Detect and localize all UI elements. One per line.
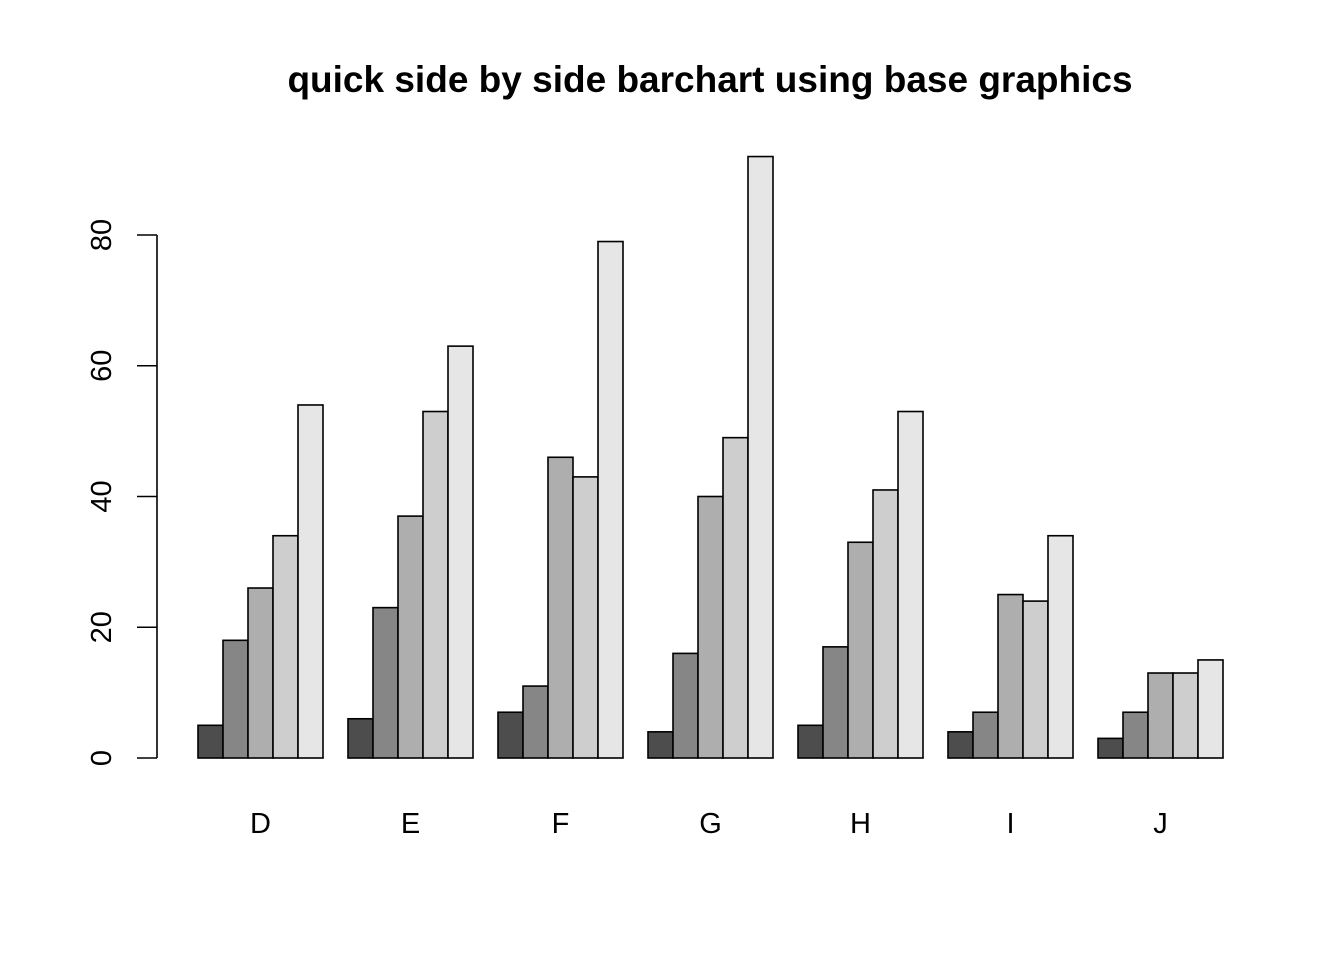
bar-H-5 (897, 410, 924, 759)
bar-H-3 (847, 541, 874, 759)
bar-G-1 (647, 731, 674, 759)
bar-E-1 (347, 717, 374, 759)
bar-I-1 (947, 731, 974, 759)
y-tick-label: 60 (86, 350, 118, 382)
bar-G-5 (747, 155, 774, 759)
y-tick-label: 80 (86, 219, 118, 251)
x-category-label: D (250, 808, 271, 840)
bar-G-2 (672, 652, 699, 759)
x-category-label: G (699, 808, 722, 840)
bar-F-1 (497, 711, 524, 759)
bar-J-5 (1197, 659, 1224, 759)
x-category-label: F (552, 808, 570, 840)
bar-J-3 (1147, 672, 1174, 759)
y-axis: 0 20 40 60 80 (86, 219, 158, 766)
x-category-label: J (1153, 808, 1168, 840)
x-category-label: I (1006, 808, 1014, 840)
y-tick-label: 0 (86, 750, 118, 766)
bar-G-3 (697, 495, 724, 759)
bar-F-2 (522, 685, 549, 759)
x-axis-labels: D E F G H I J (250, 808, 1168, 840)
y-tick-label: 40 (86, 480, 118, 512)
bar-H-1 (797, 724, 824, 759)
bar-J-4 (1172, 672, 1199, 759)
chart-title: quick side by side barchart using base g… (287, 59, 1132, 100)
bar-G-4 (722, 436, 749, 759)
bar-I-4 (1022, 600, 1049, 759)
bar-D-1 (197, 724, 224, 759)
bar-H-4 (872, 489, 899, 759)
bar-I-5 (1047, 534, 1074, 759)
bar-J-1 (1097, 737, 1124, 759)
bar-F-3 (547, 456, 574, 759)
bar-J-2 (1122, 711, 1149, 759)
x-category-label: H (850, 808, 871, 840)
bar-E-5 (447, 345, 474, 759)
bar-E-2 (372, 606, 399, 759)
bar-D-4 (272, 534, 299, 759)
bar-F-4 (572, 476, 599, 759)
bar-E-3 (397, 515, 424, 759)
bar-I-3 (997, 593, 1024, 759)
bar-F-5 (597, 240, 624, 759)
y-tick-label: 20 (86, 611, 118, 643)
bar-D-5 (297, 404, 324, 759)
bar-D-2 (222, 639, 249, 759)
bar-D-3 (247, 587, 274, 759)
bar-H-2 (822, 646, 849, 759)
bar-E-4 (422, 410, 449, 759)
bars-group (197, 155, 1224, 759)
x-category-label: E (401, 808, 420, 840)
bar-I-2 (972, 711, 999, 759)
